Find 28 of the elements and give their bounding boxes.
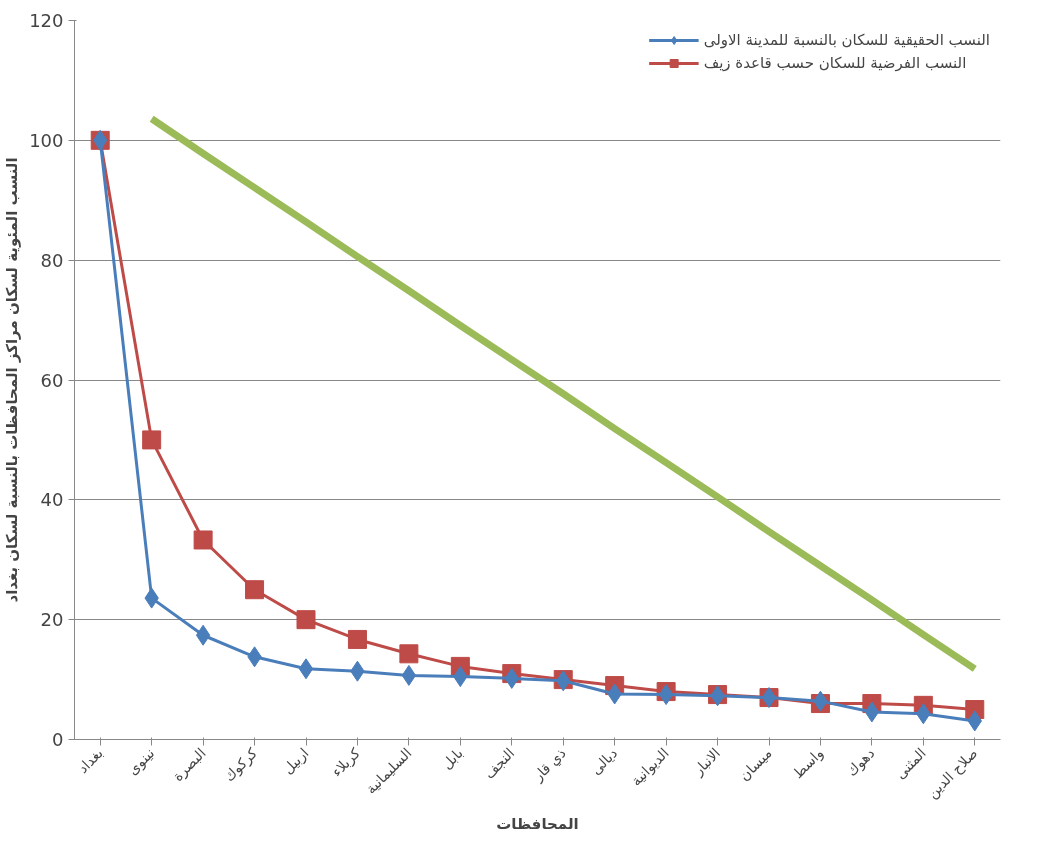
x-tick-label: واسط [789,744,827,783]
y-tick-label: 100 [29,129,64,151]
x-tick-label: المثنى [891,744,929,782]
y-tick-label: 120 [29,10,64,31]
x-tick-label: الانبار [689,744,724,780]
x-tick-label: كركوك [220,744,262,786]
x-tick-label: بغداد [74,744,106,777]
legend-label: النسب الحقيقية للسكان بالنسبة للمدينة الاولى [703,31,990,49]
y-tick-label: 0 [52,729,64,750]
y-tick-label: 60 [40,369,64,391]
legend-label: النسب الفرضية للسكان حسب قاعدة زيف [703,54,967,72]
x-tick-label: اربيل [279,744,313,778]
y-tick-label: 40 [40,489,64,511]
x-tick-label: بابل [438,744,466,773]
x-tick-label: كربلاء [328,744,365,781]
y-tick-label: 20 [40,609,64,631]
x-tick-label: السليمانية [362,744,415,797]
x-tick-label: دهوك [843,744,879,780]
x-tick-label: النجف [480,744,518,782]
y-tick-label: 80 [40,249,64,271]
x-axis-title: المحافظات [496,814,579,833]
x-tick-label: الديوانية [627,744,673,790]
x-tick-label: ديالى [587,744,621,778]
y-axis-title: النسب المئوية لسكان مراكز المحافظات بالنسبة لسكان بغداد [3,157,22,603]
x-tick-label: البصرة [169,744,210,785]
x-tick-label: ميسان [735,744,775,784]
x-tick-label: ذي قار [529,744,570,786]
x-tick-label: نينوى [124,744,159,779]
